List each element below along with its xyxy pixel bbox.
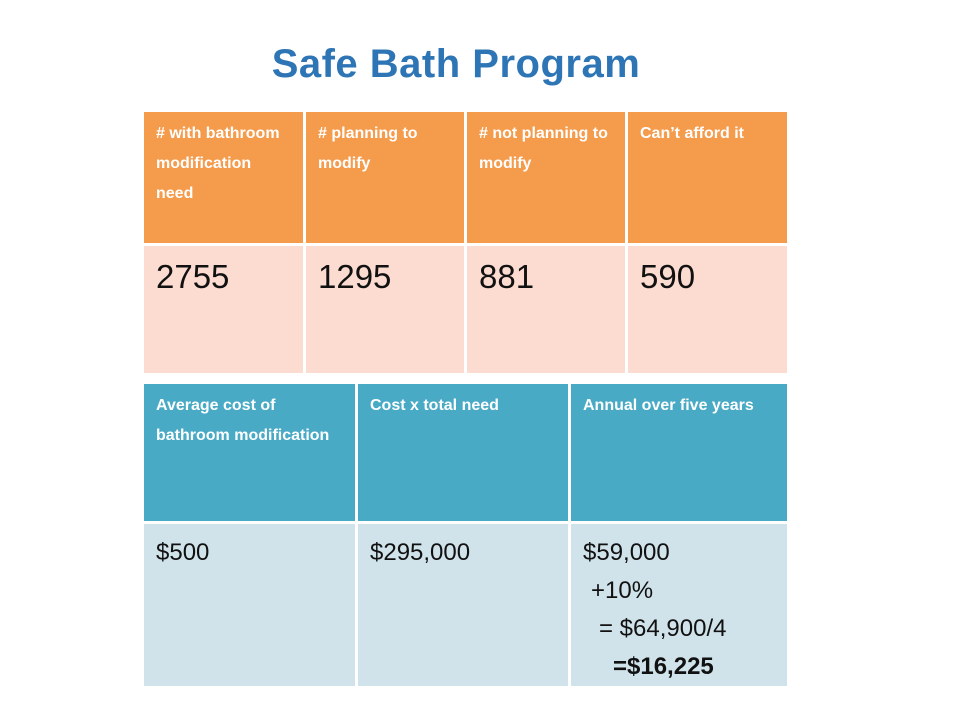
header-planning-to-modify: # planning to modify [303, 109, 467, 246]
value-cant-afford: 590 [625, 243, 790, 376]
header-cost-total-need: Cost x total need [355, 381, 571, 524]
header-not-planning: # not planning to modify [464, 109, 628, 246]
value-with-need: 2755 [141, 243, 306, 376]
annual-divided-value: = $64,900/4 [599, 615, 727, 642]
header-annual-five-years: Annual over five years [568, 381, 790, 524]
value-cost-total-need: $295,000 [355, 521, 571, 689]
header-cant-afford: Can’t afford it [625, 109, 790, 246]
value-not-planning: 881 [464, 243, 628, 376]
cost-table: Average cost of bathroom modification Co… [141, 381, 790, 689]
header-with-need: # with bathroom modification need [141, 109, 306, 246]
needs-table: # with bathroom modification need # plan… [141, 109, 790, 376]
cost-table-header-row: Average cost of bathroom modification Co… [141, 381, 790, 524]
annual-base-value: $59,000 [583, 539, 670, 566]
value-average-cost: $500 [141, 521, 358, 689]
annual-result-value: =$16,225 [613, 653, 714, 680]
value-annual-calculation: $59,000 +10% = $64,900/4 =$16,225 [568, 521, 790, 689]
annual-increase-percent: +10% [591, 577, 654, 604]
needs-table-value-row: 2755 1295 881 590 [141, 243, 790, 376]
needs-table-header-row: # with bathroom modification need # plan… [141, 109, 790, 246]
page-title: Safe Bath Program [271, 42, 641, 86]
value-planning-to-modify: 1295 [303, 243, 467, 376]
cost-table-value-row: $500 $295,000 $59,000 +10% = $64,900/4 =… [141, 521, 790, 689]
header-average-cost: Average cost of bathroom modification [141, 381, 358, 524]
